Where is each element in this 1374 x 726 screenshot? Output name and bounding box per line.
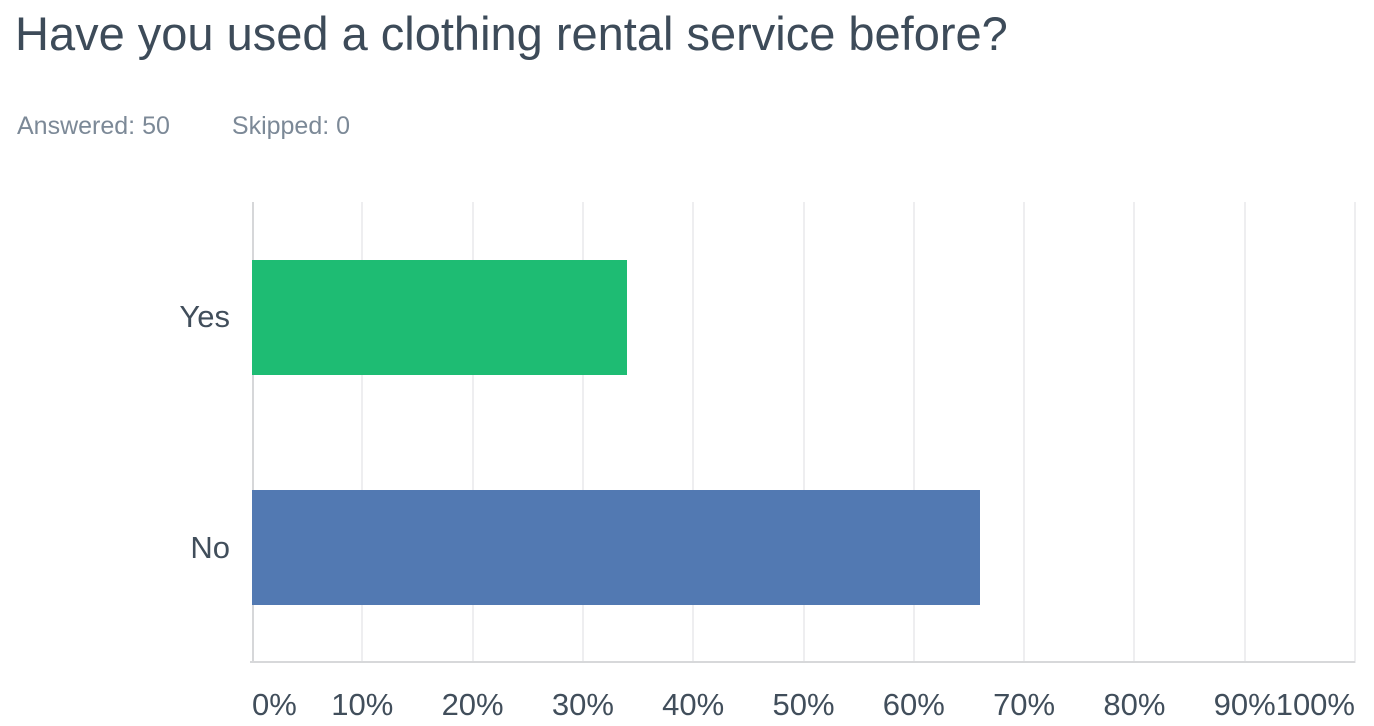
gridline-60%	[912, 202, 915, 663]
gridline-80%	[1133, 202, 1136, 663]
gridline-100%	[1354, 202, 1356, 663]
x-axis-line	[250, 661, 1355, 663]
gridline-40%	[692, 202, 695, 663]
skipped-value: 0	[336, 112, 351, 140]
page-title: Have you used a clothing rental service …	[15, 7, 1008, 60]
gridline-10%	[361, 202, 364, 663]
x-tick-label-40pct: 40%	[662, 687, 725, 722]
x-tick-label-100pct: 100%	[1275, 687, 1355, 722]
x-tick-label-20pct: 20%	[441, 687, 504, 722]
x-tick-label-50pct: 50%	[772, 687, 835, 722]
response-stats: Answered: 50 Skipped: 0	[17, 112, 350, 141]
gridline-70%	[1023, 202, 1026, 663]
gridline-50%	[802, 202, 805, 663]
skipped-label: Skipped:	[231, 112, 330, 140]
answered-label: Answered:	[17, 112, 136, 140]
answered-stat: Answered: 50	[17, 112, 170, 141]
category-label-no: No	[190, 529, 230, 565]
x-tick-label-10pct: 10%	[331, 687, 394, 722]
gridline-20%	[471, 202, 474, 663]
x-tick-label-90pct: 90%	[1213, 687, 1276, 722]
bar-no	[252, 490, 980, 606]
x-tick-label-70pct: 70%	[993, 687, 1056, 722]
gridline-30%	[581, 202, 584, 663]
skipped-stat: Skipped: 0	[232, 112, 350, 141]
x-tick-label-80pct: 80%	[1103, 687, 1166, 722]
bar-yes	[252, 259, 628, 375]
y-axis-line	[252, 202, 254, 663]
plot-area	[250, 202, 1356, 663]
x-tick-label-60pct: 60%	[882, 687, 945, 722]
x-tick-label-0pct: 0%	[252, 687, 297, 722]
category-label-yes: Yes	[179, 299, 230, 335]
answered-value: 50	[142, 112, 170, 140]
gridline-90%	[1243, 202, 1246, 663]
x-tick-label-30pct: 30%	[551, 687, 614, 722]
